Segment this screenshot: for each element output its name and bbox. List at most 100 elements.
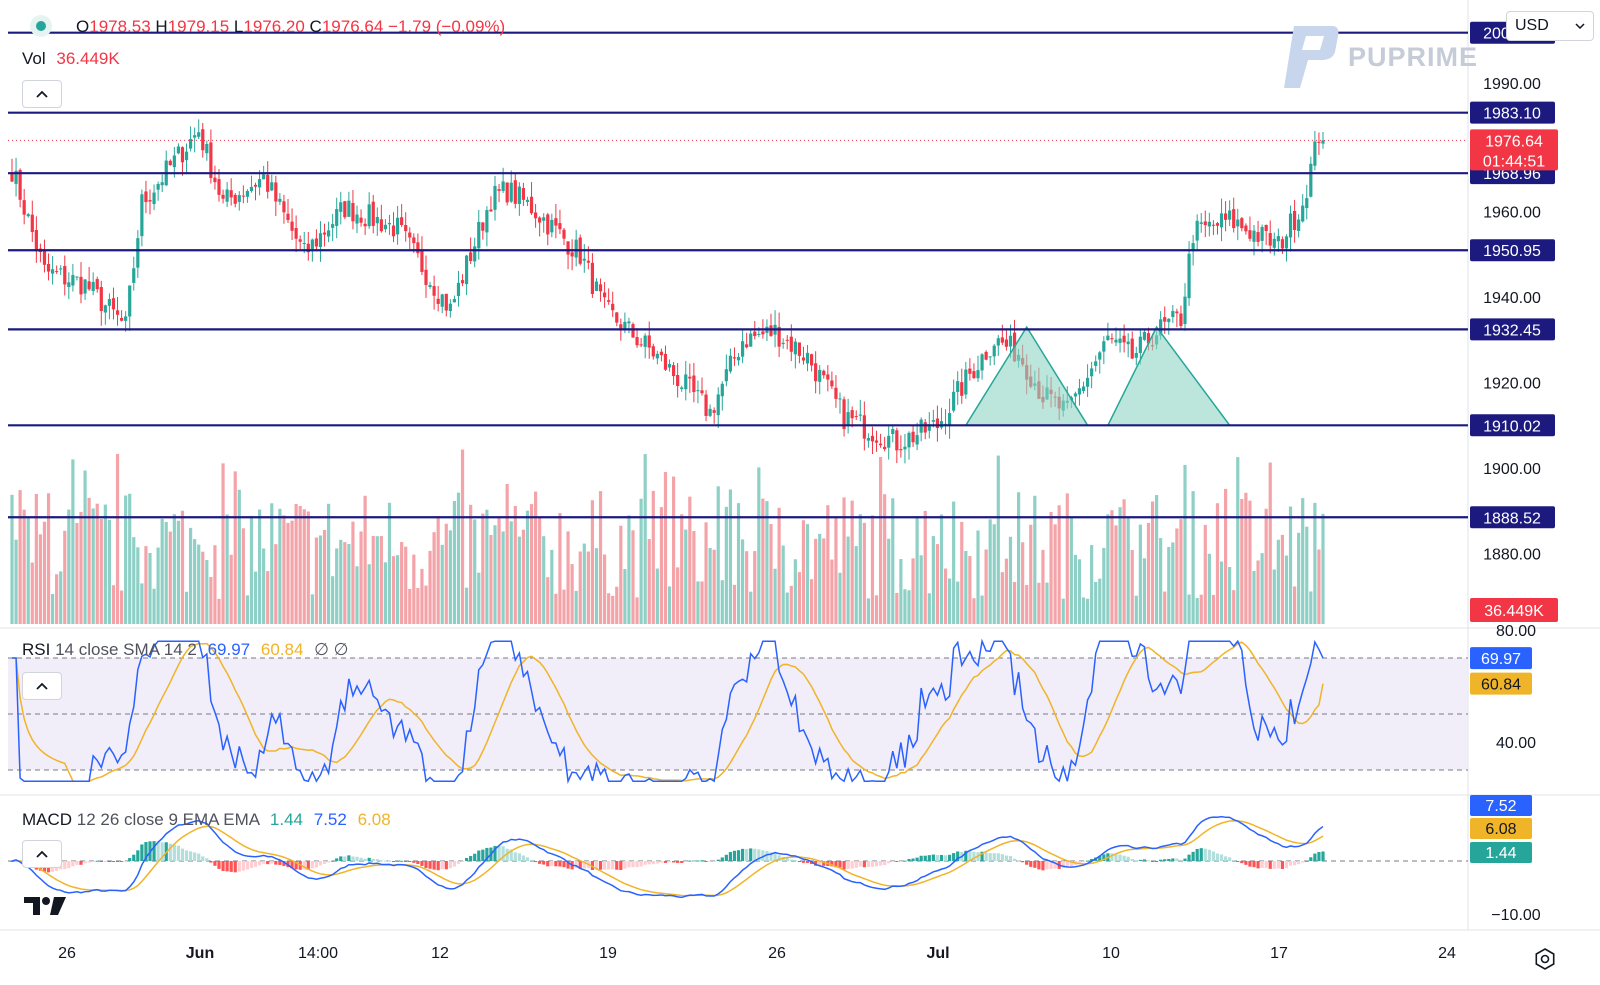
macd-hist-bar: [95, 860, 99, 862]
volume-bar: [594, 548, 599, 624]
candle-body: [809, 354, 814, 366]
macd-hist-bar: [992, 853, 996, 861]
collapse-volume-button[interactable]: [22, 80, 62, 108]
macd-hist-bar: [294, 861, 298, 870]
candle-body: [1130, 338, 1134, 359]
volume-bar: [1085, 598, 1090, 624]
macd-hist-bar: [481, 849, 485, 861]
candle-body: [643, 335, 647, 347]
macd-hist-bar: [1167, 858, 1171, 861]
candle-body: [736, 356, 741, 361]
macd-hist-bar: [1223, 856, 1228, 861]
volume-bar: [538, 517, 542, 624]
volume-bar: [1248, 500, 1252, 624]
macd-hist-bar: [245, 861, 250, 870]
tradingview-logo-icon[interactable]: [22, 895, 68, 922]
candle-body: [708, 408, 712, 416]
volume-bar: [952, 501, 956, 624]
volume-bar: [984, 549, 988, 624]
macd-tick-label: −10.00: [1491, 907, 1540, 924]
macd-hist-bar: [1122, 855, 1126, 861]
candle-body: [1134, 353, 1138, 358]
volume-bar: [391, 556, 396, 624]
macd-hist-badge-label: 1.44: [1485, 845, 1516, 862]
candle-body: [923, 422, 927, 433]
volume-bar: [318, 535, 323, 624]
volume-bar: [1073, 554, 1078, 624]
candle-body: [1317, 141, 1321, 143]
macd-hist-bar: [302, 861, 306, 870]
macd-hist-bar: [217, 861, 221, 869]
macd-hist-bar: [1098, 855, 1102, 861]
volume-bar: [757, 467, 761, 624]
volume-bar: [1317, 549, 1321, 624]
macd-hist-bar: [814, 861, 818, 866]
volume-bar: [830, 559, 834, 624]
macd-hist-bar: [1045, 861, 1049, 870]
candle-body: [753, 331, 757, 337]
gear-icon[interactable]: [1534, 948, 1556, 975]
macd-hist-bar: [395, 860, 400, 862]
candle-body: [339, 202, 343, 212]
candle-body: [286, 213, 290, 221]
volume-bar: [850, 500, 854, 624]
macd-params: 12 26 close 9 EMA EMA: [76, 810, 260, 829]
candle-body: [387, 222, 392, 225]
candle-body: [749, 333, 753, 347]
candle-body: [371, 201, 375, 226]
candle-body: [489, 209, 493, 212]
candle-body: [814, 363, 818, 382]
volume-bar: [1106, 514, 1110, 624]
candle-body: [850, 410, 854, 419]
candle-body: [168, 160, 172, 166]
volume-bar: [477, 572, 481, 624]
macd-hist-bar: [168, 843, 172, 861]
candle-body: [262, 174, 266, 180]
volume-bar: [205, 560, 209, 624]
level-label-bg: [1470, 414, 1555, 437]
macd-hist-badge: [1470, 842, 1532, 863]
candle-body: [615, 312, 619, 323]
candle-body: [785, 339, 789, 341]
candle-body: [432, 286, 436, 296]
collapse-macd-button[interactable]: [22, 840, 62, 868]
candle-body: [1252, 230, 1256, 242]
macd-hist-bar: [172, 844, 176, 861]
candle-body: [115, 310, 120, 315]
rsi-tick-label: 80.00: [1496, 623, 1536, 640]
candle-body: [822, 370, 826, 376]
brand-name: PUPRIME: [1348, 41, 1479, 72]
collapse-rsi-button[interactable]: [22, 672, 62, 700]
macd-hist-bar: [874, 861, 879, 867]
candle-body: [1126, 341, 1130, 345]
macd-hist-bar: [1150, 861, 1155, 862]
candle-body: [1122, 335, 1126, 343]
macd-hist-bar: [1171, 858, 1175, 861]
candle-body: [1321, 140, 1325, 144]
macd-hist-bar: [1313, 853, 1317, 861]
rsi-sma-line: [12, 641, 1324, 782]
currency-select[interactable]: USD: [1506, 11, 1594, 41]
level-label-bg: [1470, 318, 1555, 341]
price-tick-label: 1900.00: [1483, 461, 1541, 478]
volume-bar: [663, 472, 668, 624]
candle-body: [209, 142, 213, 179]
macd-hist-bar: [1321, 851, 1325, 861]
volume-bar: [797, 572, 802, 624]
volume-bar: [343, 542, 347, 624]
currency-label: USD: [1515, 17, 1549, 34]
candle-body: [931, 420, 935, 422]
rsi-tick-label: 40.00: [1496, 735, 1536, 752]
macd-hist-value: 1.44: [269, 810, 304, 829]
volume-bar: [387, 502, 392, 624]
time-axis-label: 26: [768, 945, 786, 962]
candle-body: [128, 285, 132, 317]
volume-bar: [140, 583, 144, 624]
macd-hist-bar: [554, 861, 558, 867]
macd-hist-bar: [128, 858, 132, 861]
macd-hist-bar: [623, 861, 627, 869]
candle-body: [1118, 338, 1122, 343]
candle-body: [1090, 368, 1094, 377]
volume-bar: [891, 498, 895, 624]
